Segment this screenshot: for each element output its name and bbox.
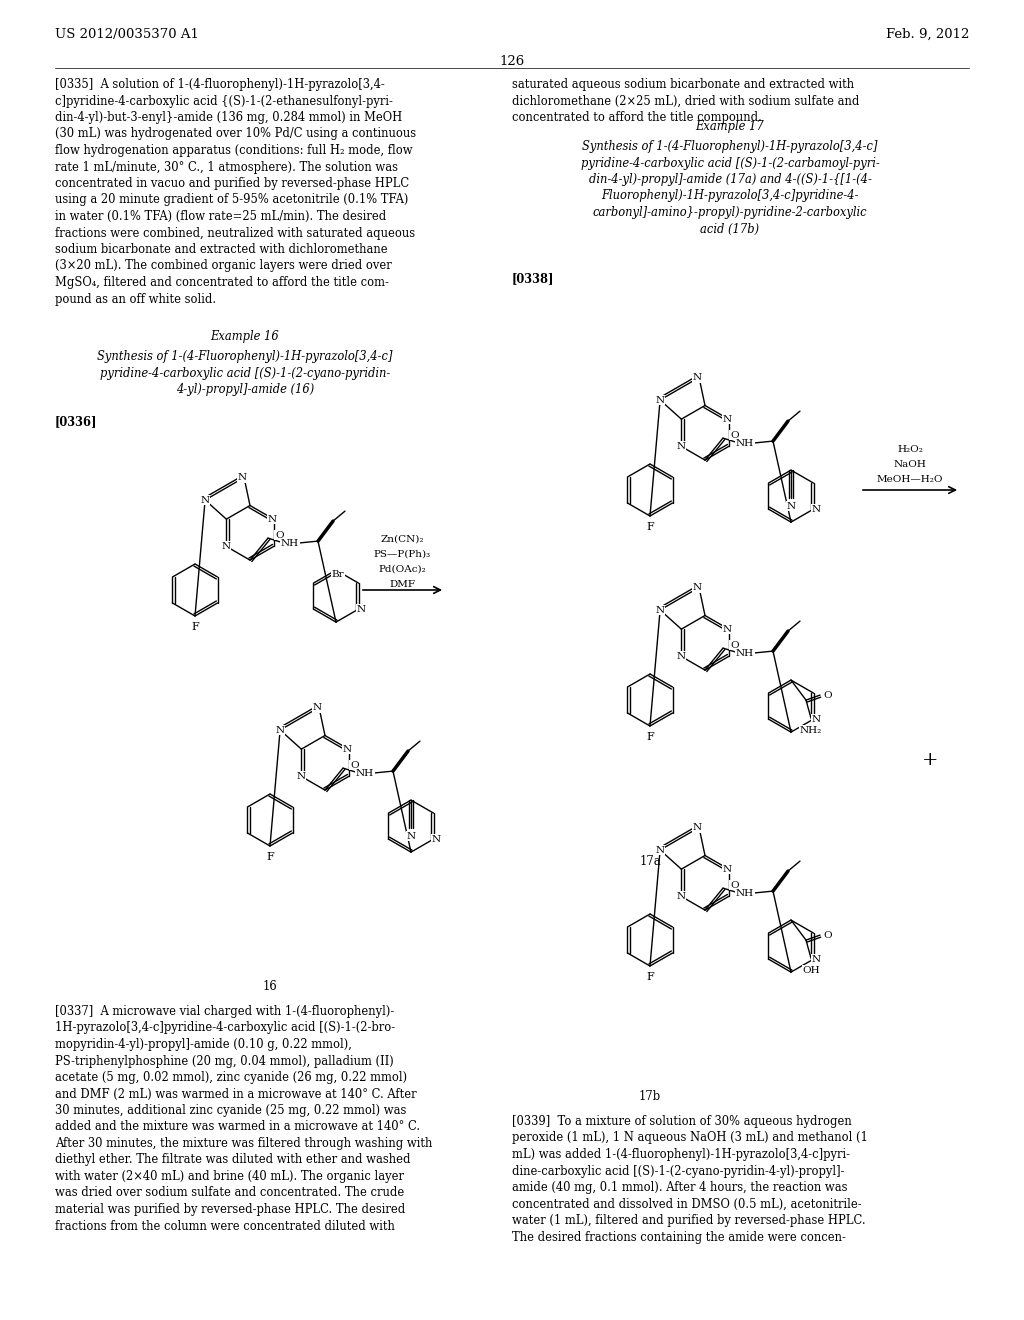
Text: 16: 16	[263, 979, 278, 993]
Text: N: N	[677, 892, 686, 902]
Text: H₂O₂: H₂O₂	[897, 445, 923, 454]
Text: 17a: 17a	[639, 855, 660, 869]
Text: F: F	[646, 733, 654, 742]
Text: N: N	[786, 502, 796, 511]
Text: N: N	[655, 396, 665, 404]
Text: N: N	[812, 954, 821, 964]
Text: NH: NH	[736, 438, 754, 447]
Text: Synthesis of 1-(4-Fluorophenyl)-1H-pyrazolo[3,4-c]
pyridine-4-carboxylic acid [(: Synthesis of 1-(4-Fluorophenyl)-1H-pyraz…	[97, 350, 393, 396]
Text: Example 16: Example 16	[211, 330, 280, 343]
Text: OH: OH	[802, 966, 820, 974]
Text: [0338]: [0338]	[512, 272, 555, 285]
Text: NH₂: NH₂	[800, 726, 822, 735]
Text: 17b: 17b	[639, 1090, 662, 1104]
Text: +: +	[922, 751, 938, 770]
Text: MeOH—H₂O: MeOH—H₂O	[877, 475, 943, 484]
Text: N: N	[812, 714, 821, 723]
Text: O: O	[275, 531, 284, 540]
Text: O: O	[730, 430, 738, 440]
Text: N: N	[722, 414, 731, 424]
Text: N: N	[432, 834, 441, 843]
Text: NH: NH	[281, 539, 299, 548]
Text: N: N	[357, 605, 366, 614]
Text: 126: 126	[500, 55, 524, 69]
Text: NH: NH	[736, 888, 754, 898]
Text: O: O	[730, 640, 738, 649]
Text: [0335]  A solution of 1-(4-fluorophenyl)-1H-pyrazolo[3,4-
c]pyridine-4-carboxyli: [0335] A solution of 1-(4-fluorophenyl)-…	[55, 78, 416, 305]
Text: Synthesis of 1-(4-Fluorophenyl)-1H-pyrazolo[3,4-c]
pyridine-4-carboxylic acid [(: Synthesis of 1-(4-Fluorophenyl)-1H-pyraz…	[581, 140, 880, 235]
Text: N: N	[312, 704, 322, 711]
Text: Example 17: Example 17	[695, 120, 764, 133]
Text: O: O	[350, 760, 358, 770]
Text: N: N	[238, 473, 247, 482]
Text: NH: NH	[356, 768, 374, 777]
Text: N: N	[812, 504, 821, 513]
Text: N: N	[222, 543, 231, 550]
Text: NH: NH	[736, 648, 754, 657]
Text: N: N	[692, 374, 701, 381]
Text: F: F	[646, 972, 654, 982]
Text: N: N	[201, 495, 210, 504]
Text: [0339]  To a mixture of solution of 30% aqueous hydrogen
peroxide (1 mL), 1 N aq: [0339] To a mixture of solution of 30% a…	[512, 1115, 868, 1243]
Text: [0336]: [0336]	[55, 414, 97, 428]
Text: US 2012/0035370 A1: US 2012/0035370 A1	[55, 28, 199, 41]
Text: PS—P(Ph)₃: PS—P(Ph)₃	[374, 550, 430, 558]
Text: N: N	[692, 583, 701, 593]
Text: O: O	[823, 931, 833, 940]
Text: N: N	[692, 824, 701, 832]
Text: NaOH: NaOH	[894, 459, 927, 469]
Text: Zn(CN)₂: Zn(CN)₂	[380, 535, 424, 544]
Text: N: N	[342, 744, 351, 754]
Text: N: N	[722, 624, 731, 634]
Text: F: F	[646, 521, 654, 532]
Text: N: N	[677, 442, 686, 451]
Text: N: N	[407, 832, 416, 841]
Text: F: F	[266, 851, 273, 862]
Text: F: F	[191, 622, 199, 632]
Text: N: N	[677, 652, 686, 661]
Text: Feb. 9, 2012: Feb. 9, 2012	[886, 28, 969, 41]
Text: O: O	[730, 880, 738, 890]
Text: DMF: DMF	[389, 579, 415, 589]
Text: N: N	[722, 865, 731, 874]
Text: O: O	[823, 690, 833, 700]
Text: N: N	[267, 515, 276, 524]
Text: N: N	[655, 606, 665, 615]
Text: N: N	[655, 846, 665, 854]
Text: N: N	[275, 726, 285, 734]
Text: saturated aqueous sodium bicarbonate and extracted with
dichloromethane (2×25 mL: saturated aqueous sodium bicarbonate and…	[512, 78, 859, 124]
Text: Pd(OAc)₂: Pd(OAc)₂	[378, 565, 426, 574]
Text: [0337]  A microwave vial charged with 1-(4-fluorophenyl)-
1H-pyrazolo[3,4-c]pyri: [0337] A microwave vial charged with 1-(…	[55, 1005, 432, 1233]
Text: N: N	[297, 772, 306, 781]
Text: Br: Br	[332, 570, 344, 578]
